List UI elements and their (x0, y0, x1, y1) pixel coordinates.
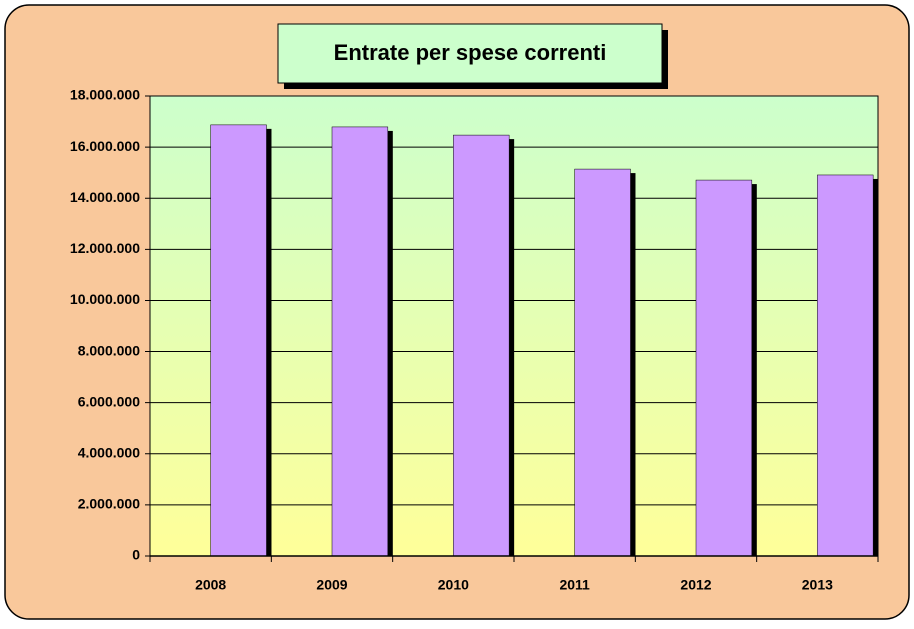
y-tick-label: 4.000.000 (78, 444, 140, 460)
y-tick-label: 2.000.000 (78, 496, 140, 512)
bar (453, 134, 510, 557)
y-tick-label: 10.000.000 (70, 291, 140, 307)
y-tick-label: 0 (132, 547, 140, 563)
y-tick-label: 14.000.000 (70, 189, 140, 205)
y-tick-label: 8.000.000 (78, 342, 140, 358)
x-tick-label: 2010 (438, 577, 469, 593)
bar (695, 179, 753, 557)
bar (210, 124, 267, 557)
y-tick-label: 12.000.000 (70, 240, 140, 256)
bar (331, 126, 389, 557)
y-tick-label: 6.000.000 (78, 393, 140, 409)
x-tick-label: 2009 (316, 577, 347, 593)
bar (817, 174, 874, 557)
x-tick-label: 2008 (195, 577, 226, 593)
x-tick-label: 2013 (802, 577, 833, 593)
y-tick-label: 18.000.000 (70, 87, 140, 103)
bar (574, 168, 631, 557)
chart-title: Entrate per spese correnti (334, 40, 607, 65)
x-tick-label: 2012 (680, 577, 711, 593)
y-tick-label: 16.000.000 (70, 138, 140, 154)
x-tick-label: 2011 (559, 577, 590, 593)
title-box (277, 23, 663, 84)
